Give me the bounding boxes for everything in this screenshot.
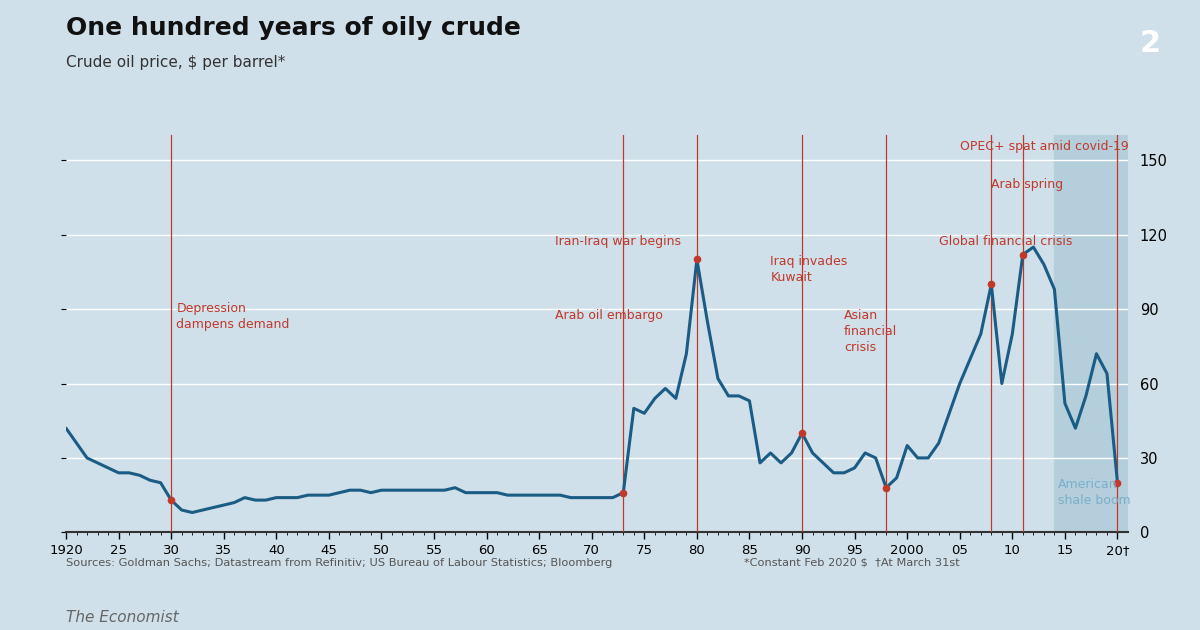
Text: Depression
dampens demand: Depression dampens demand (176, 302, 289, 331)
Text: The Economist: The Economist (66, 610, 179, 625)
Text: Arab spring: Arab spring (991, 178, 1063, 191)
Text: Global financial crisis: Global financial crisis (938, 235, 1072, 248)
Text: Crude oil price, $ per barrel*: Crude oil price, $ per barrel* (66, 55, 286, 71)
Bar (1055, 135, 1128, 532)
Text: Iran-Iraq war begins: Iran-Iraq war begins (554, 235, 680, 248)
Text: Arab oil embargo: Arab oil embargo (554, 309, 662, 322)
Text: OPEC+ spat amid covid-19: OPEC+ spat amid covid-19 (960, 140, 1128, 154)
Text: Asian
financial
crisis: Asian financial crisis (844, 309, 898, 354)
Text: 2: 2 (1140, 29, 1160, 58)
Text: Sources: Goldman Sachs; Datastream from Refinitiv; US Bureau of Labour Statistic: Sources: Goldman Sachs; Datastream from … (66, 558, 612, 568)
Text: *Constant Feb 2020 $  †At March 31st: *Constant Feb 2020 $ †At March 31st (744, 558, 960, 568)
Text: Iraq invades
Kuwait: Iraq invades Kuwait (770, 255, 847, 284)
Text: One hundred years of oily crude: One hundred years of oily crude (66, 16, 521, 40)
Text: American
shale boom: American shale boom (1057, 478, 1130, 507)
